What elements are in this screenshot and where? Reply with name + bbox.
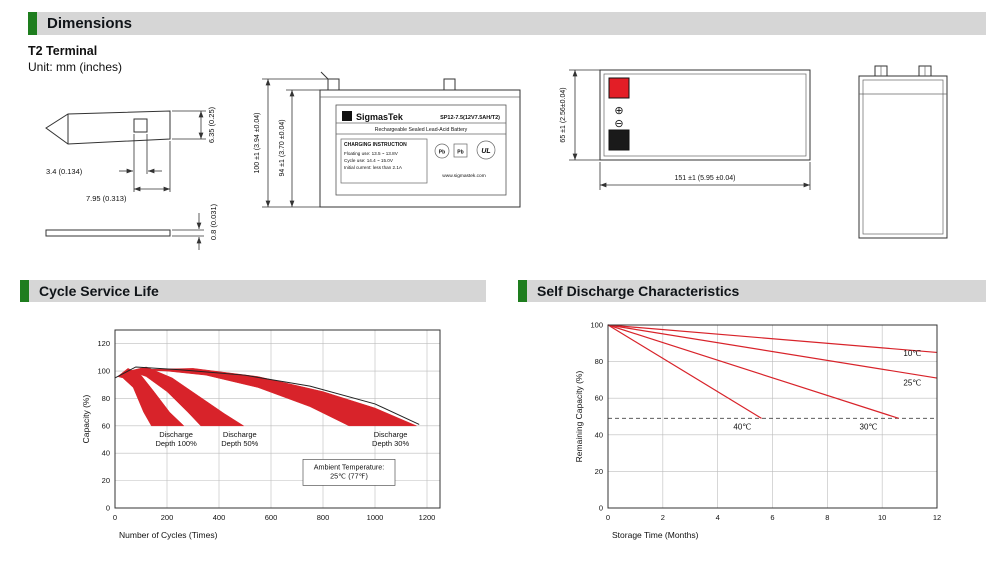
section-accent [20, 280, 29, 302]
battery-case-front [319, 89, 521, 208]
unit-note: Unit: mm (inches) [28, 60, 123, 74]
self-discharge-section-header: Self Discharge Characteristics [518, 280, 986, 302]
svg-text:100: 100 [590, 321, 603, 330]
dim-terminal-tip-width: 7.95 (0.313) [86, 194, 127, 203]
polarity-plus: ⊕ [614, 105, 623, 117]
self-discharge-chart: 0 2 4 6 8 10 12 0 20 40 60 80 100 10℃ 25℃ 30℃ 40℃ Storage… [574, 321, 941, 541]
svg-text:30℃: 30℃ [860, 422, 878, 431]
svg-text:600: 600 [265, 513, 278, 522]
charging-instruction-box [340, 138, 428, 184]
svg-text:200: 200 [161, 513, 174, 522]
svg-text:0: 0 [599, 504, 603, 513]
sigmastek-logo-icon [342, 111, 352, 121]
section-title-cycle: Cycle Service Life [39, 283, 159, 299]
negative-terminal-icon [608, 129, 630, 151]
svg-text:20: 20 [102, 476, 110, 485]
positive-terminal-icon [608, 77, 630, 99]
section-title-dimensions: Dimensions [47, 15, 133, 32]
svg-text:Depth 100%: Depth 100% [155, 439, 197, 448]
svg-text:Discharge: Discharge [159, 430, 193, 439]
svg-text:25℃ (77℉): 25℃ (77℉) [330, 471, 368, 480]
charging-line-2: Cycle use: 14.4 ~ 15.0V [344, 158, 394, 163]
svg-text:1200: 1200 [419, 513, 436, 522]
svg-text:800: 800 [317, 513, 330, 522]
polarity-minus: ⊖ [614, 118, 623, 130]
dim-width: 151 ±1 (5.95 ±0.04) [674, 175, 735, 182]
svg-text:Discharge: Discharge [223, 430, 257, 439]
svg-text:12: 12 [933, 513, 941, 522]
pb-bin-icon [453, 143, 468, 158]
svg-text:10℃: 10℃ [903, 349, 921, 358]
pb-recycle-label: Pb [439, 150, 445, 156]
pb-bin-label: Pb [457, 150, 463, 156]
svg-text:10: 10 [878, 513, 886, 522]
svg-text:80: 80 [595, 357, 603, 366]
svg-text:Number of Cycles (Times): Number of Cycles (Times) [119, 530, 218, 540]
svg-text:6: 6 [770, 513, 774, 522]
charging-line-3: Initial current: less than 2.1A [344, 165, 403, 170]
section-accent [518, 280, 527, 302]
svg-text:4: 4 [716, 513, 720, 522]
section-title-self-discharge: Self Discharge Characteristics [537, 283, 740, 299]
svg-text:400: 400 [213, 513, 226, 522]
dim-height-case: 94 ±1 (3.70 ±0.04) [279, 119, 286, 176]
brand-name: SigmasTek [356, 112, 404, 122]
svg-text:20: 20 [595, 467, 603, 476]
dim-terminal-height: 6.35 (0.25) [207, 106, 216, 143]
dim-height-total: 100 ±1 (3.94 ±0.04) [254, 112, 261, 173]
svg-text:40: 40 [102, 449, 110, 458]
terminal-type-label: T2 Terminal [28, 44, 98, 58]
svg-text:60: 60 [595, 394, 603, 403]
dimensions-section-header: Dimensions [28, 12, 986, 35]
terminal-hole [133, 118, 148, 133]
charging-line-1: Floating use: 13.5 ~ 13.8V [344, 151, 399, 156]
website: www.sigmastek.com [442, 173, 485, 179]
svg-text:2: 2 [661, 513, 665, 522]
ul-label: UL [481, 148, 490, 155]
terminal-thickness-profile [45, 229, 171, 237]
svg-text:0: 0 [106, 504, 110, 513]
svg-text:8: 8 [825, 513, 829, 522]
battery-type-line: Rechargeable Sealed Lead-Acid Battery [375, 127, 468, 133]
terminal-tab-outline [45, 110, 171, 145]
svg-text:Capacity (%): Capacity (%) [81, 395, 91, 444]
front-view-drawing: 100 ±1 (3.94 ±0.04) 94 ±1 (3.70 ±0.04) S… [254, 71, 521, 208]
svg-text:0: 0 [113, 513, 117, 522]
svg-text:Discharge: Discharge [374, 430, 408, 439]
svg-text:Ambient Temperature:: Ambient Temperature: [314, 462, 385, 471]
section-accent [28, 12, 37, 35]
dim-depth: 65 ±1 (2.56±0.04) [560, 87, 567, 142]
terminal-detail-drawing: 6.35 (0.25) 3.4 (0.134) 7.95 (0.313) 0.8… [45, 106, 218, 250]
top-view-drawing: ⊕ ⊖ 65 ±1 (2.56±0.04) 151 ±1 (5.95 ±0.04… [560, 69, 811, 190]
svg-text:60: 60 [102, 421, 110, 430]
svg-text:Storage Time (Months): Storage Time (Months) [612, 530, 699, 540]
battery-case-side [858, 75, 948, 239]
ul-icon [476, 140, 496, 160]
battery-case-top [599, 69, 811, 161]
front-terminal-right [443, 78, 456, 91]
model-number: SP12-7.5(12V7.5AH/T2) [440, 115, 500, 121]
cycle-section-header: Cycle Service Life [20, 280, 486, 302]
svg-text:100: 100 [97, 367, 110, 376]
svg-text:1000: 1000 [367, 513, 384, 522]
front-terminal-left [327, 78, 340, 91]
svg-text:Remaining Capacity (%): Remaining Capacity (%) [574, 371, 584, 463]
battery-label [335, 104, 507, 196]
cycle-service-life-chart: 0 200 400 600 800 1000 1200 0 20 40 60 80 100 120 Disc… [81, 329, 441, 540]
dim-terminal-thickness: 0.8 (0.031) [209, 203, 218, 240]
svg-text:40℃: 40℃ [733, 422, 751, 431]
svg-text:80: 80 [102, 394, 110, 403]
charging-title: CHARGING INSTRUCTION [344, 142, 407, 148]
svg-text:25℃: 25℃ [903, 378, 921, 387]
svg-text:0: 0 [606, 513, 610, 522]
svg-text:Depth 50%: Depth 50% [221, 439, 258, 448]
svg-text:120: 120 [97, 339, 110, 348]
side-view-drawing [858, 65, 948, 239]
svg-text:40: 40 [595, 430, 603, 439]
dim-terminal-hole-width: 3.4 (0.134) [46, 167, 83, 176]
svg-text:Depth 30%: Depth 30% [372, 439, 409, 448]
pb-recycle-icon [434, 143, 450, 159]
